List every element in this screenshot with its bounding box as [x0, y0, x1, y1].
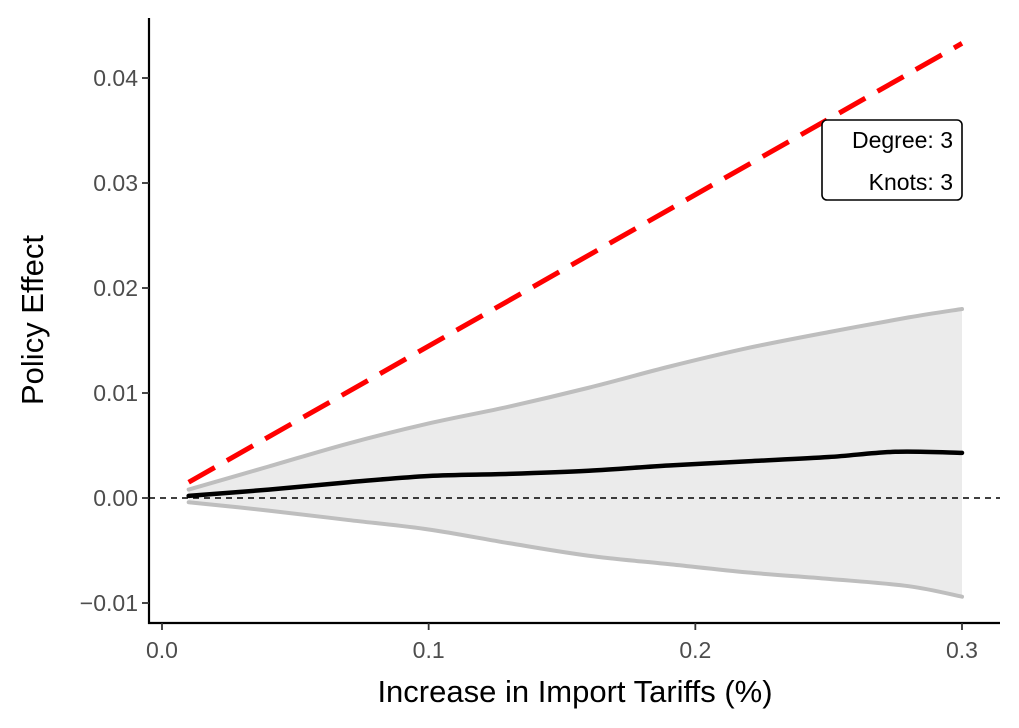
confidence-band-lower	[186, 500, 964, 599]
y-axis-title: Policy Effect	[15, 235, 50, 405]
x-tick-label: 0.1	[413, 637, 445, 663]
annotation-knots: Knots: 3	[869, 169, 953, 195]
x-tick-label: 0.2	[679, 637, 711, 663]
x-tick-label: 0.0	[146, 637, 178, 663]
y-tick-label: 0.02	[93, 275, 138, 301]
confidence-band-upper	[186, 307, 964, 492]
annotation-box: Degree: 3 Knots: 3	[821, 119, 963, 201]
plot-area	[149, 41, 1000, 599]
axes: −0.01 0.00 0.01 0.02 0.03 0.04 0.0 0.1 0.2 0.3	[80, 18, 1000, 663]
y-tick-label: 0.03	[93, 170, 138, 196]
annotation-degree: Degree: 3	[852, 127, 953, 153]
annotation-frame	[821, 119, 963, 201]
y-tick-label: 0.01	[93, 380, 138, 406]
series-line-estimated-effect	[186, 449, 965, 499]
confidence-band-fill	[188, 309, 962, 597]
y-tick-label: −0.01	[80, 590, 138, 616]
y-tick-label: 0.00	[93, 485, 138, 511]
x-tick-label: 0.3	[946, 637, 978, 663]
x-axis-title: Increase in Import Tariffs (%)	[377, 674, 772, 709]
series-line-true-effect	[187, 41, 964, 485]
y-tick-label: 0.04	[93, 65, 138, 91]
